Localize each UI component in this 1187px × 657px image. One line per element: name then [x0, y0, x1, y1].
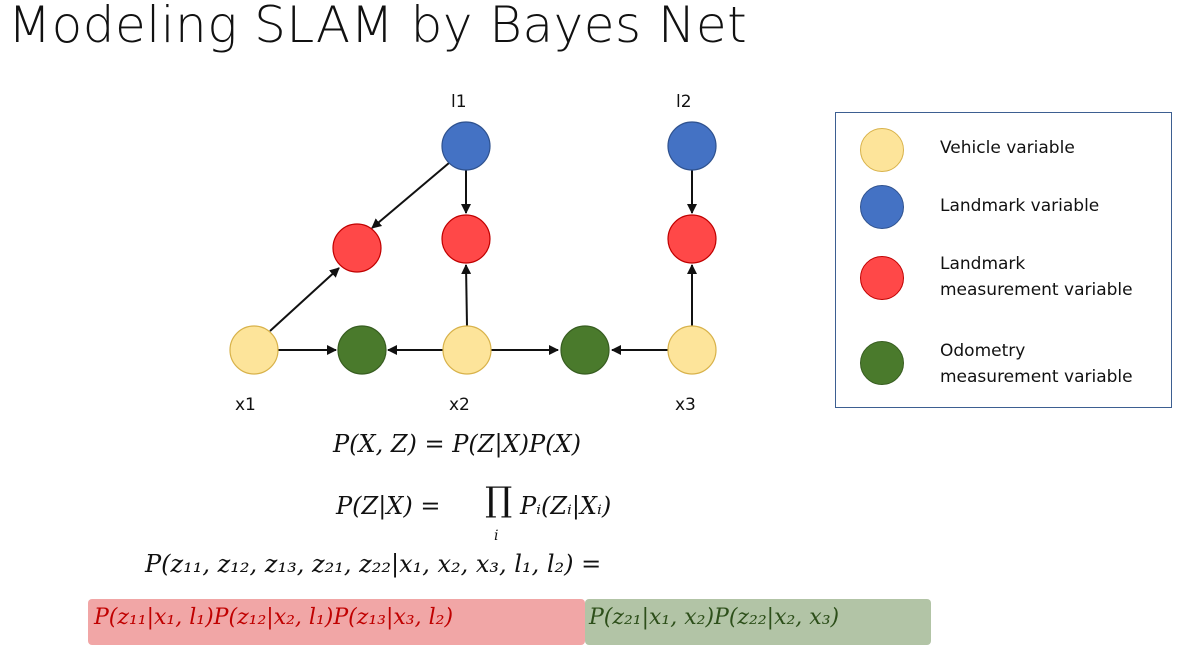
vehicle-legend-icon	[860, 128, 904, 172]
vehicle-node-x1	[229, 325, 279, 375]
legend-landmark-measurement-label: Landmark measurement variable	[940, 254, 1133, 300]
measurement-node-z11	[332, 223, 382, 273]
odometry-node-z21	[337, 325, 387, 375]
bayes-net-diagram: l1 l2 x1 x2 x3	[229, 92, 717, 415]
equation-full-likelihood: P(z₁₁, z₁₂, z₁₃, z₂₁, z₂₂|x₁, x₂, x₃, l₁…	[145, 550, 602, 578]
measurement-node-z12	[441, 214, 491, 264]
node-label-x1: x1	[235, 395, 256, 415]
nodes	[229, 121, 717, 375]
legend-odometry-measurement-label: Odometry measurement variable	[940, 341, 1133, 387]
vehicle-node-x2	[442, 325, 492, 375]
equation-likelihood-right: Pᵢ(Zᵢ|Xᵢ)	[520, 492, 612, 520]
legend-vehicle-label: Vehicle variable	[940, 138, 1075, 158]
node-label-l2: l2	[676, 92, 692, 112]
odometry-factors-box: P(z₂₁|x₁, x₂)P(z₂₂|x₂, x₃)	[585, 599, 931, 645]
landmark-node-l2	[667, 121, 717, 171]
legend-box: Vehicle variable Landmark variable Landm…	[835, 112, 1172, 408]
edges	[269, 162, 697, 355]
measurement-node-z13	[667, 214, 717, 264]
equation-joint: P(X, Z) = P(Z|X)P(X)	[333, 430, 581, 458]
edge-x1-z11	[269, 267, 340, 332]
landmark-node-l1	[441, 121, 491, 171]
landmark-measurement-legend-icon	[860, 256, 904, 300]
odometry-node-z22	[560, 325, 610, 375]
edge-l1-z11	[371, 162, 450, 229]
legend-landmark-label: Landmark variable	[940, 196, 1100, 216]
odometry-factors-equation: P(z₂₁|x₁, x₂)P(z₂₂|x₂, x₃)	[589, 605, 840, 630]
edge-x2-z12	[461, 264, 472, 327]
node-label-x2: x2	[449, 395, 470, 415]
product-index: i	[494, 528, 499, 544]
equation-likelihood-left: P(Z|X) =	[336, 492, 441, 520]
page-title: Modeling SLAM by Bayes Net	[8, 0, 748, 54]
node-label-x3: x3	[675, 395, 696, 415]
node-label-l1: l1	[451, 92, 467, 112]
landmark-legend-icon	[860, 185, 904, 229]
product-symbol: ∏	[485, 480, 513, 520]
landmark-factors-box: P(z₁₁|x₁, l₁)P(z₁₂|x₂, l₁)P(z₁₃|x₃, l₂)	[88, 599, 585, 645]
landmark-factors-equation: P(z₁₁|x₁, l₁)P(z₁₂|x₂, l₁)P(z₁₃|x₃, l₂)	[94, 605, 454, 630]
vehicle-node-x3	[667, 325, 717, 375]
odometry-measurement-legend-icon	[860, 341, 904, 385]
